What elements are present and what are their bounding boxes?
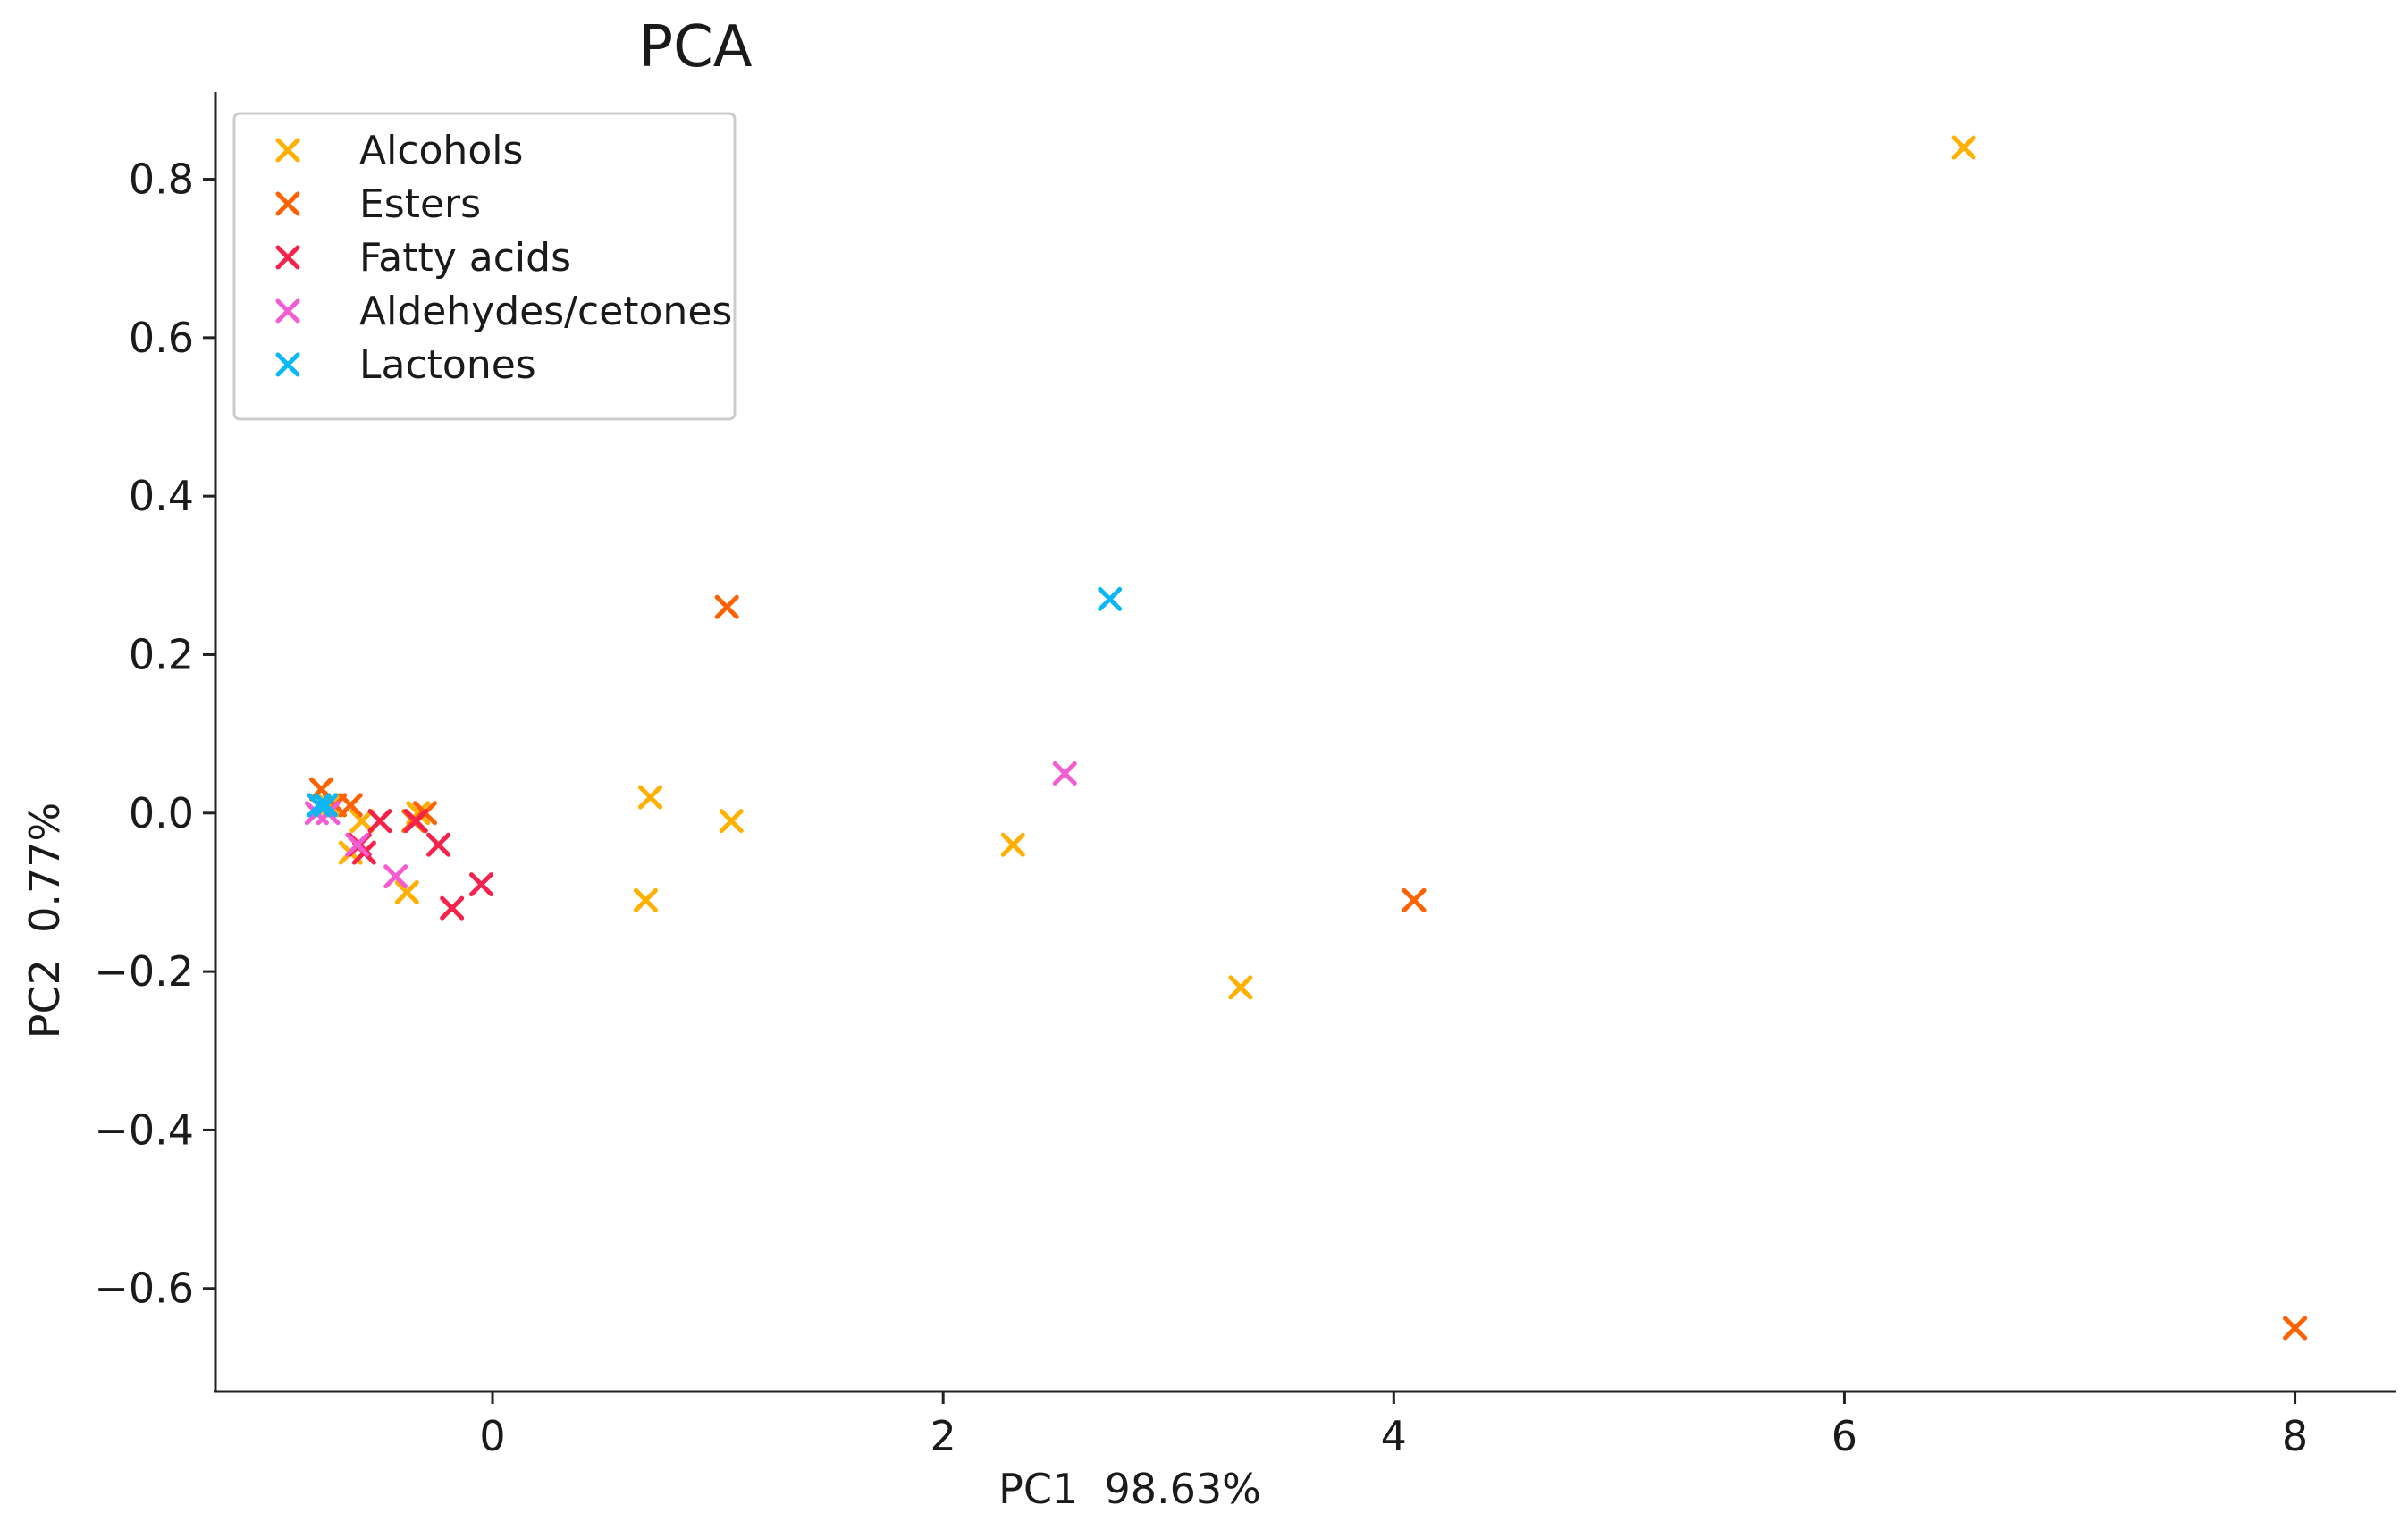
x-tick-label: 2 xyxy=(930,1412,956,1460)
point-aldehydes-cetones xyxy=(345,832,370,857)
point-alcohols xyxy=(1228,975,1253,1000)
point-alcohols xyxy=(633,887,658,912)
y-tick-label: 0.4 xyxy=(129,472,194,520)
point-fatty-acids xyxy=(403,809,428,834)
x-tick-label: 6 xyxy=(1831,1412,1857,1460)
point-esters xyxy=(714,594,739,619)
x-tick-label: 0 xyxy=(479,1412,505,1460)
point-alcohols xyxy=(1951,135,1976,160)
legend: Alcohols Esters Fatty acids Aldehydes/ceton… xyxy=(232,112,737,421)
point-alcohols xyxy=(394,879,419,904)
point-alcohols xyxy=(349,809,375,834)
point-lactones xyxy=(314,793,339,818)
legend-label-fatty-acids: Fatty acids xyxy=(359,235,571,281)
legend-marker-alcohols xyxy=(275,138,300,163)
point-lactones xyxy=(307,793,332,818)
point-fatty-acids xyxy=(440,895,465,921)
y-tick-label: −0.6 xyxy=(94,1265,194,1313)
legend-frame xyxy=(232,112,737,421)
x-tick-label: 4 xyxy=(1381,1412,1407,1460)
point-lactones xyxy=(1098,586,1123,611)
point-esters xyxy=(1402,887,1427,912)
y-tick-label: 0.8 xyxy=(129,156,194,204)
point-fatty-acids xyxy=(468,872,493,897)
legend-marker-fatty-acids xyxy=(275,245,300,270)
point-alcohols xyxy=(1000,832,1025,857)
data-points xyxy=(304,135,2308,1341)
point-aldehydes-cetones xyxy=(1052,761,1077,786)
point-aldehydes-cetones xyxy=(383,864,408,889)
legend-label-lactones: Lactones xyxy=(359,342,536,388)
legend-label-aldehydes-cetones: Aldehydes/cetones xyxy=(359,289,732,334)
y-axis-ticks: 0.8 0.6 0.4 0.2 0.0 −0.2 −0.4 −0.6 xyxy=(94,156,215,1313)
legend-label-esters: Esters xyxy=(359,181,481,227)
point-fatty-acids xyxy=(367,809,392,834)
point-alcohols xyxy=(637,785,662,810)
legend-marker-aldehydes-cetones xyxy=(275,298,300,324)
legend-label-alcohols: Alcohols xyxy=(359,128,523,173)
y-tick-label: 0.0 xyxy=(129,789,194,837)
y-tick-label: 0.2 xyxy=(129,630,194,678)
x-tick-label: 8 xyxy=(2282,1412,2308,1460)
y-tick-label: −0.2 xyxy=(94,947,194,996)
chart-title: PCA xyxy=(638,14,752,80)
point-esters xyxy=(2283,1316,2308,1341)
x-axis-label: PC1 98.63% xyxy=(998,1465,1261,1513)
y-tick-label: −0.4 xyxy=(94,1105,194,1154)
y-tick-label: 0.6 xyxy=(129,314,194,362)
legend-marker-esters xyxy=(275,191,300,216)
point-fatty-acids xyxy=(426,832,451,857)
point-alcohols xyxy=(719,809,744,834)
y-axis-label: PC2 0.77% xyxy=(21,803,69,1039)
x-axis-ticks: 0 2 4 6 8 xyxy=(479,1391,2308,1460)
legend-marker-lactones xyxy=(275,352,300,377)
